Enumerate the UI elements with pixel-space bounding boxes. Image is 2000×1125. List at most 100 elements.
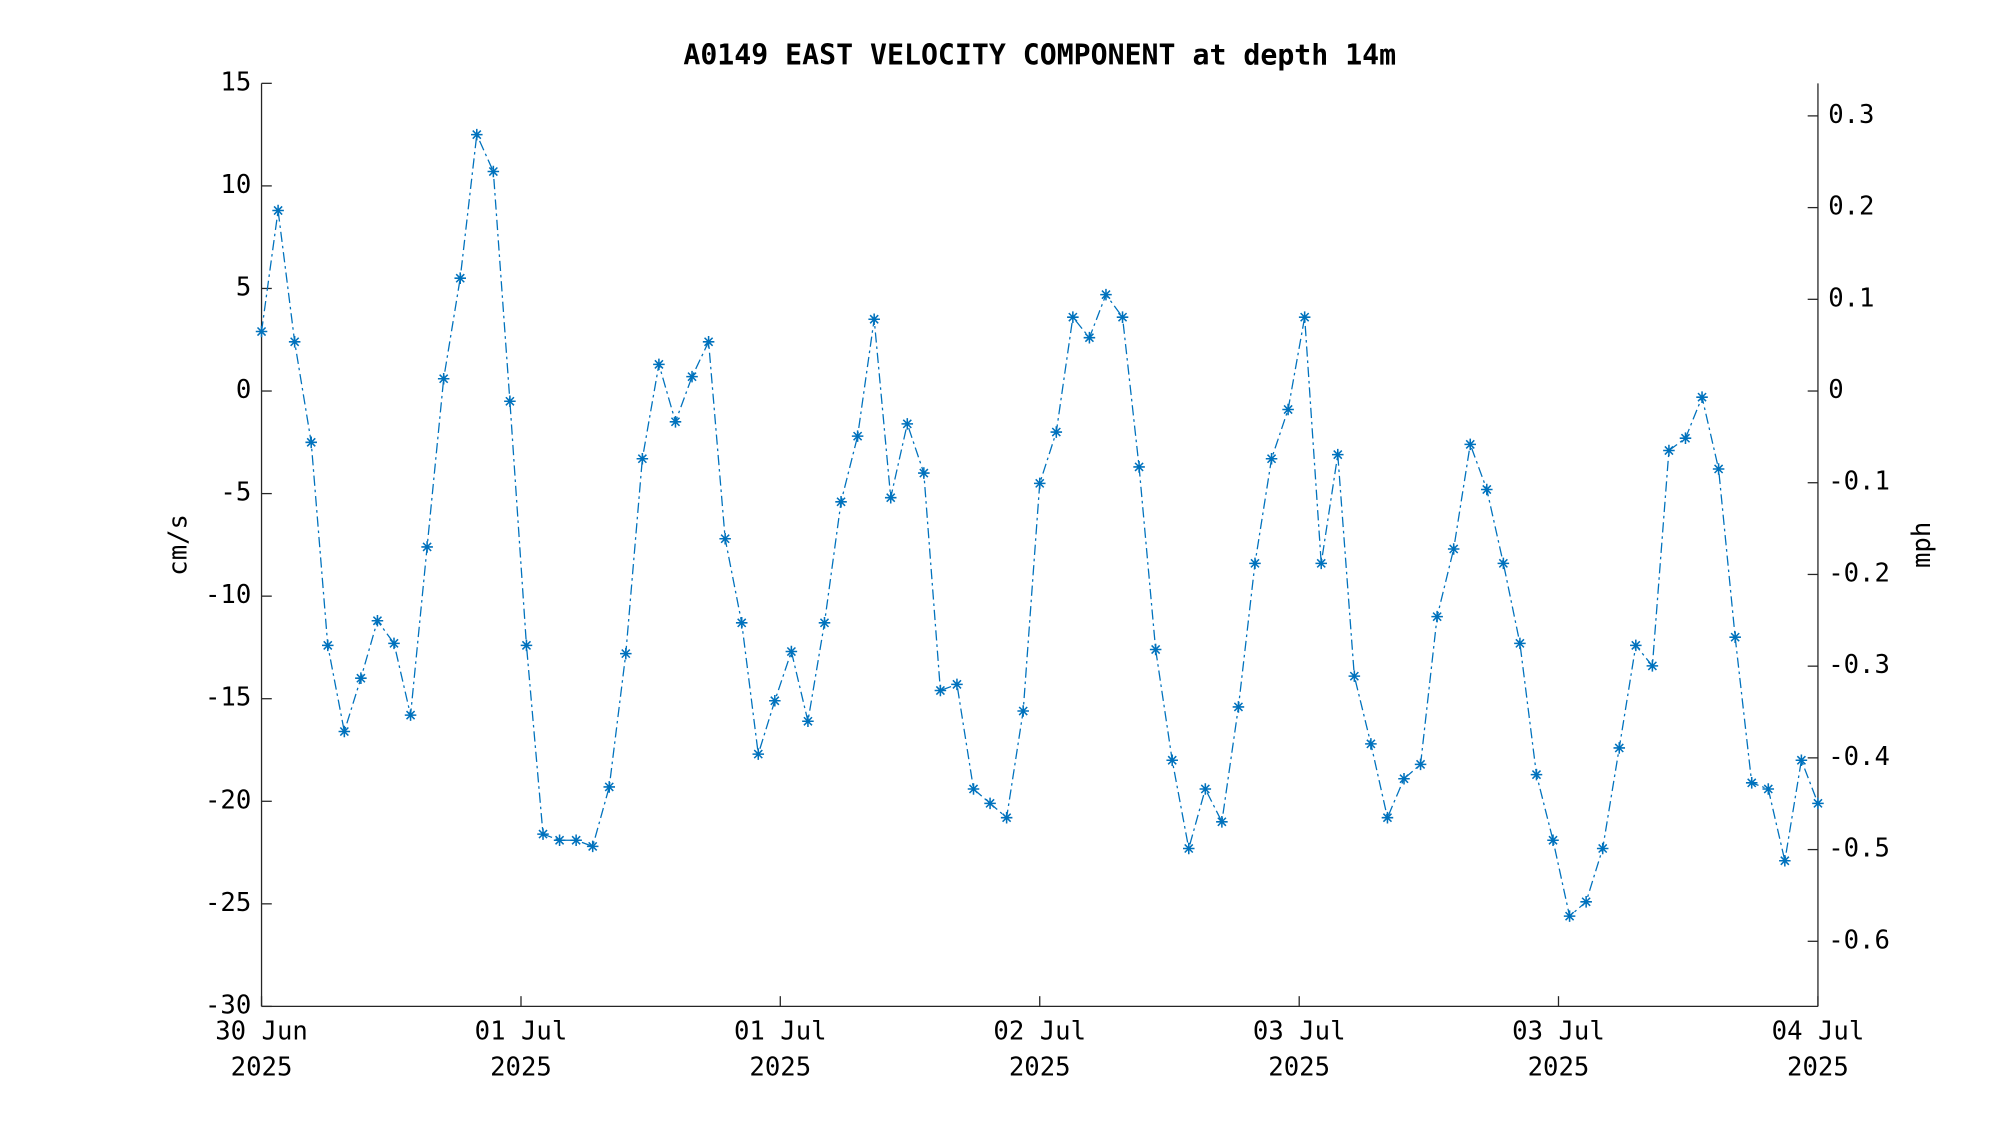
data-marker [835,496,847,508]
data-marker [421,541,433,553]
y2-tick-label: -0.3 [1828,650,1890,680]
data-marker [586,840,599,853]
chart-title: A0149 EAST VELOCITY COMPONENT at depth 1… [683,38,1396,71]
data-marker [454,272,466,284]
data-marker [1514,637,1526,650]
data-marker [735,617,748,629]
data-marker [669,416,682,428]
data-marker [802,715,814,728]
data-marker [1530,768,1543,781]
y2-tick-label: -0.5 [1828,834,1890,864]
x-tick-label: 01 Jul 2025 [733,1015,827,1083]
data-marker [1100,288,1112,301]
data-marker [1365,738,1377,750]
data-marker [686,370,698,383]
data-marker [437,372,450,385]
data-marker [404,709,417,721]
data-marker [272,204,284,217]
data-marker [553,834,566,847]
x-tick-label: 03 Jul 2025 [1252,1015,1346,1083]
data-marker [1149,643,1162,656]
y-tick-label: -20 [205,785,251,815]
data-marker [1067,311,1079,323]
y2-tick-label: -0.1 [1828,467,1890,497]
data-marker [1481,483,1493,496]
data-marker [1083,331,1096,344]
data-marker [1431,610,1443,623]
data-marker [1729,631,1741,643]
data-marker [884,491,897,504]
y2-tick-label: -0.4 [1828,742,1890,772]
y2-tick-label: 0.2 [1828,192,1874,222]
data-marker [1464,438,1477,451]
data-marker [1679,432,1692,444]
y2-axis-label: mph [1907,522,1937,568]
data-marker [868,313,880,325]
x-tick-label: 02 Jul 2025 [993,1015,1087,1083]
data-marker [338,725,351,738]
data-marker [1563,910,1576,922]
data-marker [1033,477,1046,490]
data-marker [1497,557,1510,570]
data-marker [321,639,334,652]
y2-tick-label: -0.6 [1828,925,1890,955]
data-marker [1712,463,1725,475]
data-marker [1000,811,1013,824]
y2-tick-label: 0.1 [1828,283,1874,313]
x-tick-label: 30 Jun 2025 [215,1015,308,1083]
data-marker [951,678,963,691]
data-marker [653,358,665,371]
y-tick-label: 5 [236,272,251,302]
data-marker [1630,639,1642,652]
data-marker [967,783,980,795]
data-marker [1812,797,1824,810]
y-axis-label: cm/s [163,514,193,576]
data-marker [636,452,649,465]
y2-tick-label: 0.3 [1828,100,1874,130]
data-marker [769,694,781,707]
data-marker [371,614,384,627]
data-marker [1596,842,1609,855]
data-marker [1282,403,1294,416]
y-tick-label: -25 [205,888,251,918]
data-marker [1663,444,1675,457]
data-marker [785,645,798,658]
data-marker [1298,311,1311,323]
data-marker [702,336,715,348]
data-marker [1447,543,1460,555]
y-tick-label: 10 [220,170,251,200]
y-tick-label: -15 [205,683,251,713]
data-marker [620,647,632,660]
data-marker [471,128,483,141]
x-tick-label: 03 Jul 2025 [1512,1015,1605,1083]
data-marker [1779,854,1791,867]
data-marker [1166,754,1178,767]
data-marker [1745,777,1758,789]
data-marker [1232,701,1245,713]
data-marker [487,165,500,178]
data-marker [1265,452,1278,465]
data-marker [901,418,914,430]
y-tick-label: -5 [220,478,251,508]
data-marker [1050,426,1063,438]
data-marker [1580,896,1592,908]
data-marker [1315,557,1327,570]
data-marker [388,637,400,650]
data-marker [719,532,731,545]
data-marker [1547,834,1559,847]
data-marker [1348,670,1361,682]
data-marker [818,617,831,629]
data-marker [1762,783,1775,795]
data-marker [1249,557,1261,570]
data-marker [1182,842,1195,855]
y2-tick-label: 0 [1828,375,1843,405]
data-marker [1199,783,1212,795]
data-marker [288,336,301,348]
data-marker [1414,758,1427,771]
y-tick-label: -30 [205,990,251,1020]
data-marker [603,781,616,793]
y-tick-label: 15 [220,67,251,97]
data-marker [1017,705,1029,717]
